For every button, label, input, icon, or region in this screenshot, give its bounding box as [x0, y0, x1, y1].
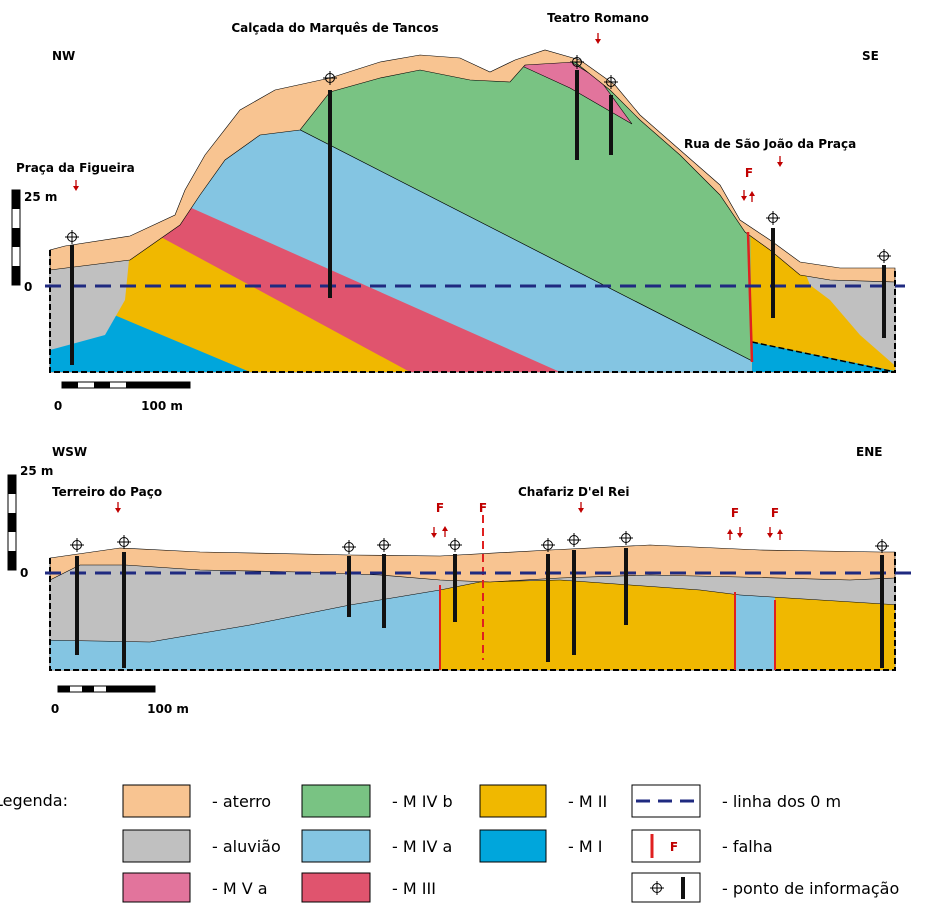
scale-label: 100 m [147, 702, 189, 716]
section-frame [49, 552, 896, 671]
scale-block [94, 382, 110, 388]
location-label: Terreiro do Paço [52, 485, 162, 499]
scale-label: 100 m [141, 399, 183, 413]
legend-label: - aluvião [212, 837, 281, 856]
scale-block [12, 228, 20, 247]
scale-label: 0 [20, 566, 28, 580]
legend-swatch [479, 829, 547, 863]
arrow [115, 508, 121, 513]
legend-swatch [301, 829, 371, 863]
legend-label: - M II [568, 792, 607, 811]
legend-title: Legenda: [0, 791, 68, 810]
scale-block [8, 513, 16, 532]
legend: Legenda: F - aterro - aluvião - M V a - … [0, 784, 899, 903]
legend-swatch [122, 872, 191, 903]
arrow [777, 529, 783, 534]
arrows [73, 33, 783, 540]
fault-label: F [731, 506, 739, 520]
legend-label: - M I [568, 837, 602, 856]
scales [7, 189, 191, 693]
scale-block [12, 190, 20, 209]
geology-top [49, 61, 896, 283]
boreholes [65, 55, 891, 668]
scale-label: 0 [24, 280, 32, 294]
scale-label: 25 m [24, 190, 57, 204]
arrow [767, 533, 773, 538]
arrow [727, 529, 733, 534]
legend-label: - M V a [212, 879, 268, 898]
legend-swatch [631, 872, 701, 903]
legend-swatch [301, 872, 371, 903]
location-label: Rua de São João da Praça [684, 137, 856, 151]
scale-block [126, 382, 190, 388]
scale-block [12, 266, 20, 285]
fault-label: F [771, 506, 779, 520]
direction-label: ENE [856, 445, 882, 459]
scale-label: 0 [51, 702, 59, 716]
legend-label: - ponto de informação [722, 879, 899, 898]
arrow [578, 508, 584, 513]
scale-block [82, 686, 94, 692]
legend-label: - falha [722, 837, 773, 856]
location-label: Calçada do Marquês de Tancos [231, 21, 438, 35]
scale-block [62, 382, 78, 388]
arrow [749, 191, 755, 196]
arrow [442, 526, 448, 531]
arrow [595, 39, 601, 44]
scale-label: 0 [54, 399, 62, 413]
fault-label: F [436, 501, 444, 515]
direction-label: WSW [52, 445, 87, 459]
scale-block [8, 551, 16, 570]
fault-label: F [745, 166, 753, 180]
legend-swatch [631, 829, 701, 863]
arrow [777, 162, 783, 167]
section-2 [45, 515, 912, 671]
fault-label: F [479, 501, 487, 515]
scale-label: 25 m [20, 464, 53, 478]
aluviao [50, 250, 130, 350]
location-label: Praça da Figueira [16, 161, 135, 175]
legend-swatch [122, 784, 191, 818]
arrow [73, 186, 79, 191]
legend-label: - M IV b [392, 792, 453, 811]
fault-line [746, 231, 754, 363]
scale-block [58, 686, 70, 692]
geology-2 [50, 565, 895, 670]
boundary [751, 341, 895, 372]
legend-label: - M IV a [392, 837, 452, 856]
location-label: Chafariz D'el Rei [518, 485, 630, 499]
scale-block [8, 475, 16, 494]
legend-borehole [650, 877, 685, 899]
legend-swatch [301, 784, 371, 818]
section-frame [49, 250, 896, 373]
legend-label: - aterro [212, 792, 271, 811]
direction-label: NW [52, 49, 75, 63]
scale-block [106, 686, 155, 692]
arrow [431, 533, 437, 538]
legend-label: - linha dos 0 m [722, 792, 841, 811]
legend-swatch [479, 784, 547, 818]
location-label: Teatro Romano [547, 11, 649, 25]
arrow [737, 533, 743, 538]
legend-fault-label: F [670, 840, 678, 854]
arrow [741, 196, 747, 201]
direction-label: SE [862, 49, 879, 63]
legend-label: - M III [392, 879, 436, 898]
m-i [752, 342, 895, 372]
legend-swatch [122, 829, 191, 863]
